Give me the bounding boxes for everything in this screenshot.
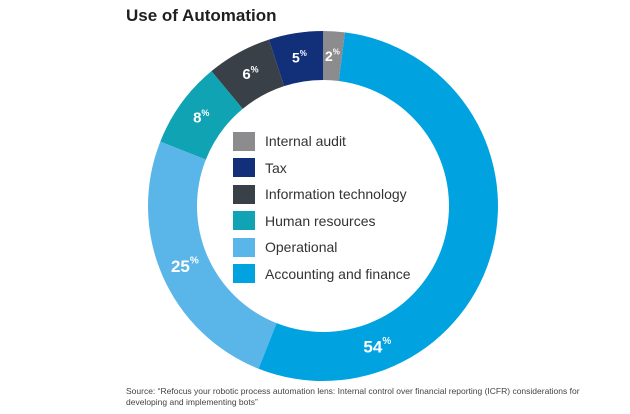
- chart-title: Use of Automation: [126, 6, 277, 25]
- slice-value-label: 54%: [363, 336, 391, 356]
- slice-value-label: 8%: [193, 108, 209, 126]
- slice-value-label: 6%: [242, 65, 258, 83]
- slice-human-resources: [160, 71, 243, 160]
- slice-information-technology: [211, 39, 285, 109]
- legend-item-tax: Tax: [233, 155, 411, 182]
- legend-swatch: [233, 184, 255, 204]
- slice-operational: [148, 141, 277, 369]
- legend: Internal audit Tax Information technolog…: [233, 128, 411, 287]
- slice-internal-audit: [323, 31, 345, 81]
- slice-value-label: 25%: [171, 255, 199, 275]
- legend-item-accounting-and-finance: Accounting and finance: [233, 261, 411, 288]
- legend-swatch: [233, 131, 255, 151]
- legend-swatch: [233, 158, 255, 178]
- legend-item-information-technology: Information technology: [233, 181, 411, 208]
- source-note: Source: “Refocus your robotic process au…: [126, 386, 580, 407]
- legend-label: Operational: [265, 239, 338, 256]
- legend-item-operational: Operational: [233, 234, 411, 261]
- legend-label: Human resources: [265, 212, 376, 229]
- slice-accounting-and-finance: [258, 32, 499, 382]
- legend-item-human-resources: Human resources: [233, 208, 411, 235]
- legend-swatch: [233, 237, 255, 257]
- slice-value-label: 2%: [325, 47, 340, 64]
- legend-label: Tax: [265, 159, 287, 176]
- legend-label: Accounting and finance: [265, 265, 411, 282]
- legend-label: Internal audit: [265, 133, 346, 150]
- legend-swatch: [233, 211, 255, 231]
- slice-value-label: 5%: [292, 49, 307, 66]
- legend-swatch: [233, 264, 255, 284]
- legend-label: Information technology: [265, 186, 407, 203]
- legend-item-internal-audit: Internal audit: [233, 128, 411, 155]
- slice-tax: [268, 31, 323, 87]
